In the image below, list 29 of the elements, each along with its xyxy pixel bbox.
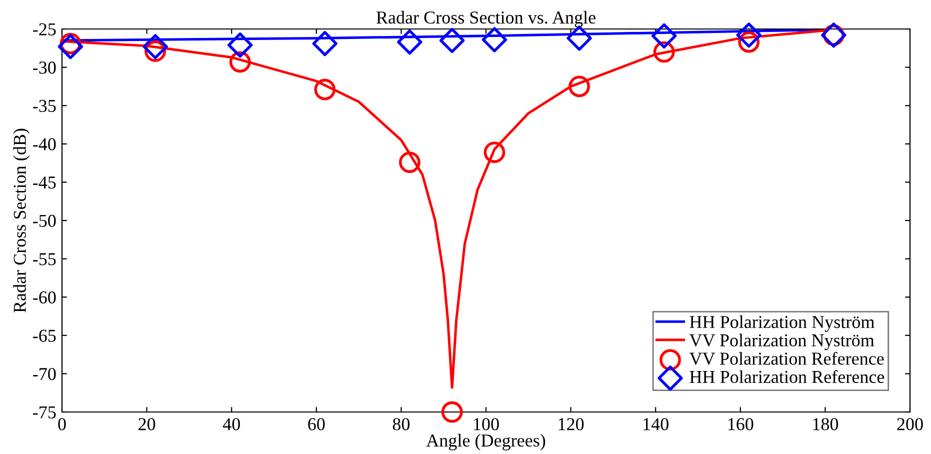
- y-tick-label: -70: [33, 368, 56, 380]
- y-tick-label: -35: [33, 100, 56, 112]
- x-tick-label: 180: [813, 418, 838, 430]
- y-tick-label: -45: [33, 176, 56, 189]
- y-tick-label: -50: [33, 214, 56, 227]
- x-tick-label: 80: [392, 418, 410, 430]
- y-tick-label: -30: [33, 62, 56, 74]
- y-tick-label: -25: [33, 23, 56, 36]
- x-tick-label: 140: [644, 418, 668, 430]
- y-tick-label: -75: [33, 406, 56, 418]
- y-tick-label: -55: [33, 253, 56, 266]
- x-tick-label: 20: [138, 418, 156, 430]
- y-axis-title: Radar Cross Section (dB): [13, 128, 30, 313]
- legend-label: VV Polarization Reference: [689, 352, 884, 365]
- chart-title: Radar Cross Section vs. Angle: [376, 10, 596, 28]
- legend-label: HH Polarization Nyström: [690, 315, 874, 332]
- x-tick-label: 0: [58, 418, 66, 430]
- y-tick-label: -60: [33, 291, 56, 304]
- x-tick-label: 40: [222, 418, 240, 430]
- legend-label: HH Polarization Reference: [690, 370, 884, 384]
- x-tick-label: 160: [728, 418, 754, 430]
- legend-label: VV Polarization Nyström: [689, 334, 874, 350]
- x-tick-label: 100: [474, 418, 499, 430]
- x-tick-label: 120: [558, 418, 584, 430]
- y-tick-label: -40: [33, 138, 56, 150]
- x-tick-label: 200: [897, 418, 923, 430]
- y-tick-label: -65: [33, 330, 56, 342]
- x-tick-label: 60: [308, 418, 325, 430]
- x-axis-title: Angle (Degrees): [426, 434, 546, 450]
